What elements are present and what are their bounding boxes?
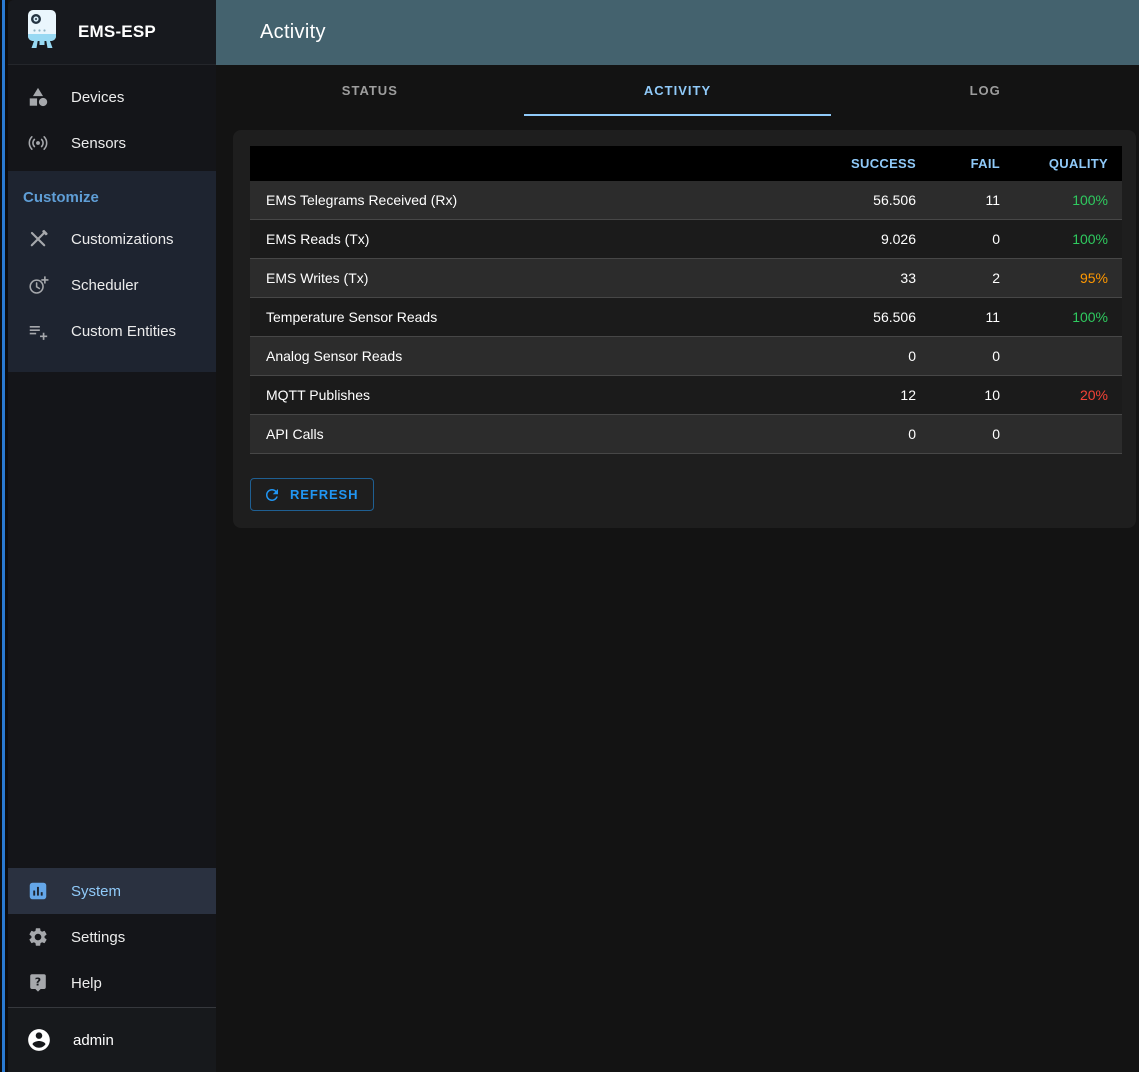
row-label: MQTT Publishes	[266, 387, 370, 403]
success-value: 56.506	[873, 309, 916, 325]
sidebar-item-label: Custom Entities	[71, 322, 177, 340]
sidebar-user[interactable]: admin	[8, 1008, 216, 1072]
quality-value: 20%	[1079, 387, 1108, 403]
sidebar-item-devices[interactable]: Devices	[8, 74, 216, 120]
success-value: 33	[900, 270, 916, 286]
sidebar-customize-section: Customize Customizations	[8, 171, 216, 372]
analytics-icon	[26, 879, 50, 903]
construction-icon	[26, 227, 50, 251]
sidebar-item-label: Scheduler	[71, 276, 139, 294]
row-label: API Calls	[266, 426, 324, 442]
table-row: API Calls 0 0	[250, 415, 1122, 454]
column-header-quality: QUALITY	[1048, 156, 1108, 171]
active-tab-indicator	[523, 114, 832, 116]
success-value: 0	[908, 348, 916, 364]
quality-value: 100%	[1072, 309, 1108, 325]
category-icon	[26, 85, 50, 109]
quality-value: 100%	[1072, 231, 1108, 247]
brand-title: EMS-ESP	[78, 22, 156, 41]
sidebar-nav-top: Devices Sensors	[8, 65, 216, 166]
sidebar-item-settings[interactable]: Settings	[8, 914, 216, 960]
sensors-icon	[26, 131, 50, 155]
table-row: EMS Telegrams Received (Rx) 56.506 11 10…	[250, 181, 1122, 220]
left-edge-strip	[0, 0, 8, 1072]
row-label: EMS Reads (Tx)	[266, 231, 370, 247]
fail-value: 11	[985, 192, 1000, 208]
activity-table: SUCCESS FAIL QUALITY EMS Telegrams Recei…	[250, 146, 1122, 454]
table-row: EMS Writes (Tx) 33 2 95%	[250, 259, 1122, 298]
sidebar-item-custom-entities[interactable]: Custom Entities	[8, 308, 216, 354]
sidebar-spacer	[8, 372, 216, 868]
table-row: MQTT Publishes 12 10 20%	[250, 376, 1122, 415]
activity-panel: SUCCESS FAIL QUALITY EMS Telegrams Recei…	[233, 130, 1136, 528]
sidebar-item-sensors[interactable]: Sensors	[8, 120, 216, 166]
column-header-fail: FAIL	[970, 156, 1000, 171]
sidebar-item-label: Devices	[71, 88, 125, 106]
sidebar-item-help[interactable]: ? Help	[8, 960, 216, 1006]
success-value: 12	[900, 387, 916, 403]
tab-activity[interactable]: ACTIVITY	[643, 83, 712, 98]
sidebar-item-customizations[interactable]: Customizations	[8, 216, 216, 262]
fail-value: 11	[985, 309, 1000, 325]
sidebar-item-label: Help	[71, 974, 102, 992]
sidebar: EMS-ESP Devices	[8, 0, 216, 1072]
sidebar-item-scheduler[interactable]: Scheduler	[8, 262, 216, 308]
fail-value: 2	[992, 270, 1000, 286]
more-time-icon	[26, 273, 50, 297]
fail-value: 0	[992, 348, 1000, 364]
help-bubble-icon: ?	[26, 971, 50, 995]
row-label: Analog Sensor Reads	[266, 348, 403, 364]
sidebar-item-label: System	[71, 882, 122, 900]
left-blue-line	[2, 0, 5, 1072]
account-circle-icon	[26, 1027, 52, 1053]
table-body: EMS Telegrams Received (Rx) 56.506 11 10…	[250, 181, 1122, 454]
row-label: EMS Writes (Tx)	[266, 270, 369, 286]
fail-value: 10	[984, 387, 1000, 403]
table-header-row: SUCCESS FAIL QUALITY	[250, 146, 1122, 181]
row-label: EMS Telegrams Received (Rx)	[266, 192, 458, 208]
svg-text:?: ?	[35, 975, 41, 988]
sidebar-item-system[interactable]: System	[8, 868, 216, 914]
gear-icon	[26, 925, 50, 949]
boiler-icon	[25, 8, 59, 57]
playlist-add-icon	[26, 319, 50, 343]
page-title: Activity	[260, 21, 326, 43]
success-value: 0	[908, 426, 916, 442]
success-value: 56.506	[873, 192, 916, 208]
refresh-button-label: REFRESH	[290, 487, 359, 502]
user-label: admin	[73, 1031, 114, 1049]
sidebar-item-label: Sensors	[71, 134, 127, 152]
sidebar-item-label: Customizations	[71, 230, 174, 248]
refresh-icon	[263, 486, 281, 504]
main-content: STATUS ACTIVITY LOG SUCCESS FAIL QUALITY…	[216, 65, 1139, 1072]
tab-bar: STATUS ACTIVITY LOG	[216, 65, 1139, 116]
refresh-button[interactable]: REFRESH	[250, 478, 375, 511]
success-value: 9.026	[880, 231, 916, 247]
sidebar-item-label: Settings	[71, 928, 126, 946]
fail-value: 0	[992, 426, 1000, 442]
topbar: Activity	[216, 0, 1139, 65]
row-label: Temperature Sensor Reads	[266, 309, 438, 325]
customize-section-label: Customize	[23, 189, 99, 206]
column-header-success: SUCCESS	[851, 156, 916, 171]
sidebar-brand: EMS-ESP	[8, 0, 216, 65]
fail-value: 0	[992, 231, 1000, 247]
table-row: EMS Reads (Tx) 9.026 0 100%	[250, 220, 1122, 259]
quality-value: 100%	[1072, 192, 1108, 208]
sidebar-divider	[8, 1007, 216, 1008]
tab-status[interactable]: STATUS	[341, 83, 398, 98]
table-row: Temperature Sensor Reads 56.506 11 100%	[250, 298, 1122, 337]
quality-value: 95%	[1079, 270, 1108, 286]
tab-log[interactable]: LOG	[969, 83, 1001, 98]
table-row: Analog Sensor Reads 0 0	[250, 337, 1122, 376]
